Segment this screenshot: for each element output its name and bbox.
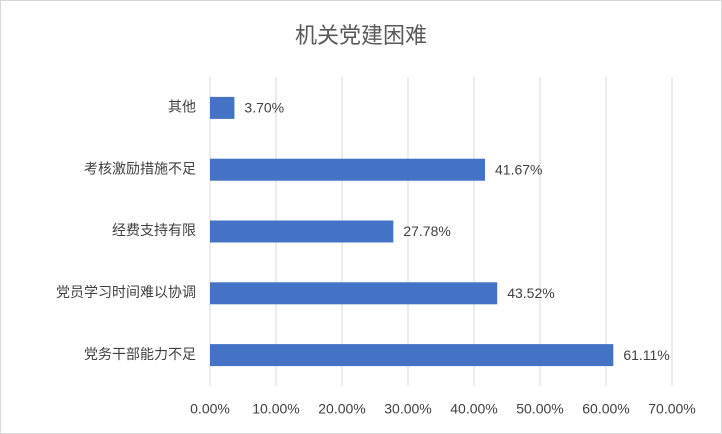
bar bbox=[210, 220, 394, 243]
x-tick-label: 40.00% bbox=[450, 401, 497, 417]
bar bbox=[210, 344, 614, 367]
bar bbox=[210, 96, 235, 119]
bar bbox=[210, 158, 486, 181]
bar bbox=[210, 282, 498, 305]
value-label: 43.52% bbox=[507, 285, 554, 301]
y-tick-label: 其他 bbox=[168, 99, 196, 115]
x-tick-label: 50.00% bbox=[516, 401, 563, 417]
value-label: 27.78% bbox=[403, 223, 450, 239]
value-label: 41.67% bbox=[495, 161, 542, 177]
chart-title: 机关党建困难 bbox=[295, 23, 427, 48]
x-tick-label: 20.00% bbox=[318, 401, 365, 417]
value-label: 3.70% bbox=[244, 100, 284, 116]
y-tick-label: 党务干部能力不足 bbox=[84, 346, 196, 362]
y-tick-label: 党员学习时间难以协调 bbox=[56, 284, 196, 300]
x-tick-label: 30.00% bbox=[384, 401, 431, 417]
y-tick-label: 考核激励措施不足 bbox=[84, 160, 196, 176]
x-tick-label: 60.00% bbox=[582, 401, 629, 417]
value-label: 61.11% bbox=[623, 347, 669, 363]
x-tick-label: 0.00% bbox=[190, 401, 230, 417]
y-tick-label: 经费支持有限 bbox=[112, 222, 196, 238]
x-tick-label: 70.00% bbox=[648, 401, 695, 417]
x-tick-label: 10.00% bbox=[252, 401, 299, 417]
